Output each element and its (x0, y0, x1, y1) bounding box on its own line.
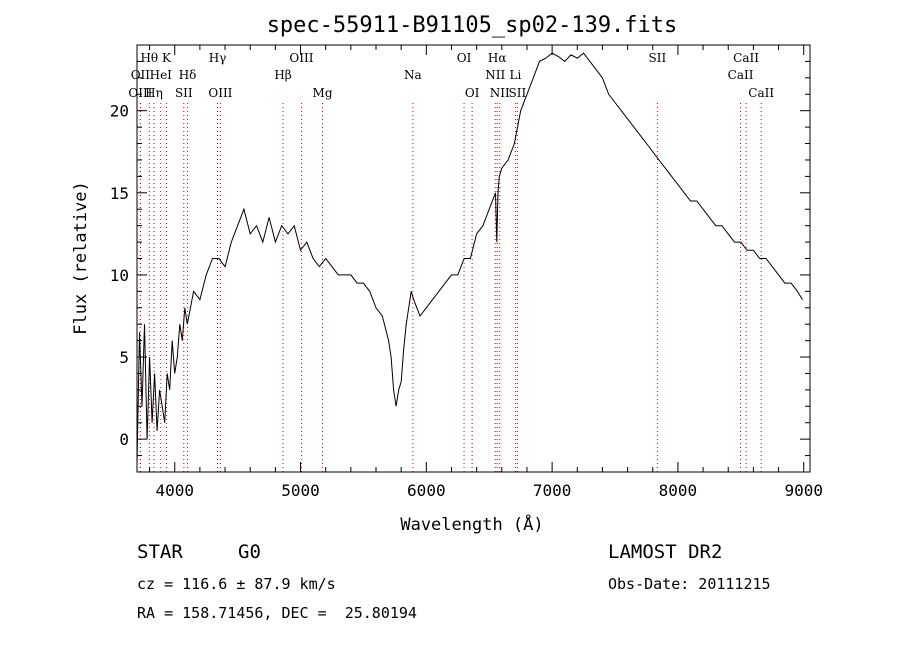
x-tick-label: 7000 (533, 481, 572, 500)
line-label: Li (509, 68, 521, 82)
x-axis: 4000 5000 6000 7000 8000 9000 (149, 45, 823, 500)
y-tick-label: 5 (119, 348, 129, 367)
line-label: SII (649, 51, 667, 65)
line-label: Hγ (209, 51, 227, 65)
x-axis-label: Wavelength (Å) (400, 513, 543, 535)
line-label: NII (485, 68, 505, 82)
line-label: Hα (488, 51, 507, 65)
x-tick-label: 4000 (155, 481, 194, 500)
line-label: OI (457, 51, 472, 65)
y-tick-label: 20 (110, 102, 129, 121)
line-label: HeI (150, 68, 173, 82)
line-label: Hβ (274, 68, 291, 82)
obs-date: Obs-Date: 20111215 (608, 575, 771, 593)
coordinates: RA = 158.71456, DEC = 25.80194 (137, 604, 417, 622)
y-tick-label: 10 (110, 266, 129, 285)
y-axis: 0 5 10 15 20 (110, 44, 810, 473)
line-label: Hδ (179, 68, 197, 82)
line-label: Hη (145, 86, 163, 100)
y-axis-label: Flux (relative) (71, 181, 91, 335)
line-label: OIII (208, 86, 232, 100)
line-label: CaII (748, 86, 774, 100)
line-label: CaII (728, 68, 754, 82)
line-label: Hθ (140, 51, 158, 65)
x-tick-label: 9000 (784, 481, 823, 500)
survey-name: LAMOST DR2 (608, 541, 723, 563)
y-tick-label: 0 (119, 430, 129, 449)
y-tick-label: 15 (110, 184, 129, 203)
line-label: Na (404, 68, 422, 82)
line-label: OIII (128, 86, 152, 100)
line-label: SII (175, 86, 193, 100)
spectrum-line (136, 52, 803, 464)
plot-frame (136, 44, 811, 473)
line-label: CaII (733, 51, 759, 65)
line-label: NII (490, 86, 510, 100)
chart-title: spec-55911-B91105_sp02-139.fits (267, 13, 678, 38)
x-tick-label: 8000 (659, 481, 698, 500)
line-label: OII (131, 68, 151, 82)
object-class: STAR (137, 541, 183, 563)
object-subclass: G0 (238, 541, 261, 563)
x-tick-label: 5000 (281, 481, 320, 500)
line-labels: Hθ OII OIII K HeI Hη Hδ SII Hγ OIII OIII Hβ Mg Na OI OI… (128, 51, 774, 100)
line-label: SII (509, 86, 527, 100)
line-label: OI (465, 86, 480, 100)
redshift-cz: cz = 116.6 ± 87.9 km/s (137, 575, 336, 593)
line-label: Mg (313, 86, 333, 100)
x-tick-label: 6000 (407, 481, 446, 500)
line-label: K (162, 51, 172, 65)
line-markers (139, 103, 762, 472)
line-label: OIII (289, 51, 313, 65)
